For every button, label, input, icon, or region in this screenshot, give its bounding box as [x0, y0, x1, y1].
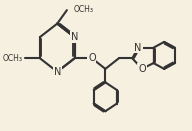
Text: OCH₃: OCH₃ — [74, 5, 94, 14]
Text: N: N — [134, 43, 142, 53]
Text: O: O — [138, 64, 146, 74]
Text: N: N — [54, 67, 61, 77]
Text: OCH₃: OCH₃ — [3, 54, 23, 63]
Text: N: N — [71, 32, 78, 42]
Text: O: O — [88, 53, 96, 63]
